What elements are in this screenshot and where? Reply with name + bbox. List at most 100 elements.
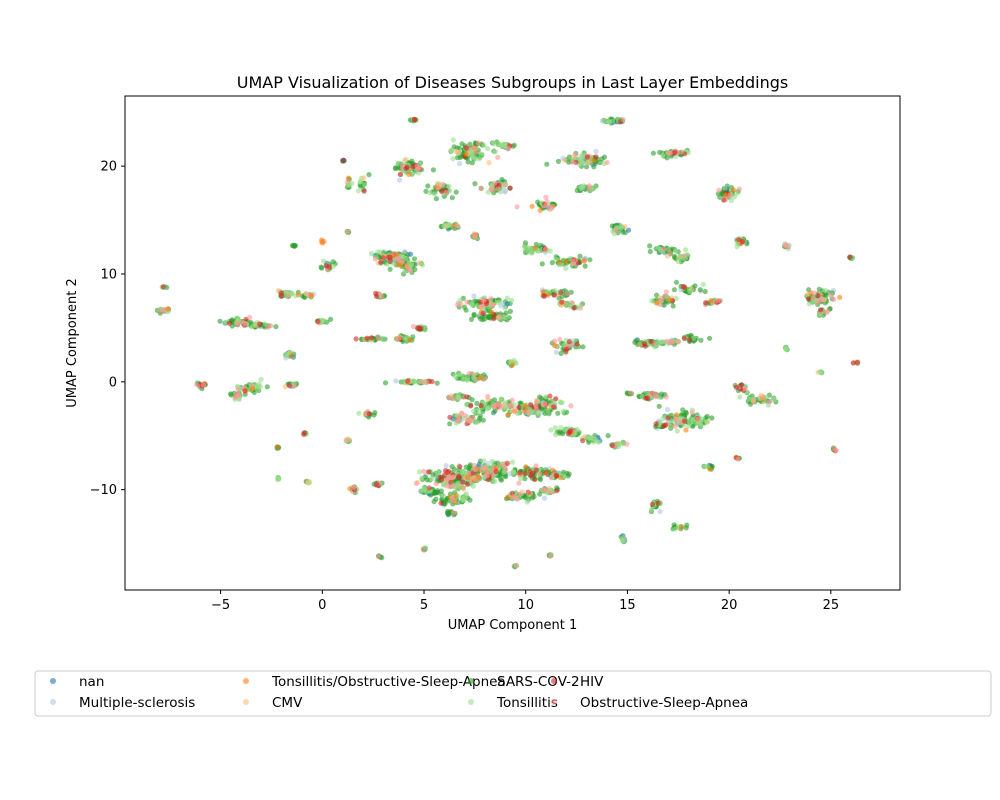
scatter-point	[649, 390, 655, 396]
y-tick-label: −10	[90, 483, 117, 498]
scatter-point	[491, 180, 498, 186]
scatter-point	[466, 371, 472, 377]
scatter-point	[695, 416, 701, 423]
scatter-point	[760, 394, 766, 400]
scatter-point	[387, 258, 393, 264]
scatter-point	[521, 408, 527, 414]
scatter-point	[491, 397, 498, 403]
scatter-point	[444, 476, 450, 482]
scatter-point	[450, 483, 456, 489]
scatter-point	[476, 156, 483, 162]
chart-title: UMAP Visualization of Diseases Subgroups…	[237, 73, 788, 92]
scatter-point	[824, 309, 830, 316]
scatter-point	[570, 258, 576, 264]
scatter-point	[593, 148, 599, 154]
scatter-point	[287, 383, 293, 389]
scatter-point	[481, 458, 487, 464]
scatter-point	[242, 320, 248, 327]
scatter-point	[672, 255, 678, 261]
scatter-point	[560, 408, 567, 414]
scatter-point	[374, 482, 380, 488]
scatter-point	[580, 438, 586, 444]
scatter-point	[559, 400, 565, 406]
scatter-point	[470, 483, 476, 489]
scatter-point	[558, 350, 564, 356]
scatter-point	[471, 408, 477, 414]
scatter-point	[434, 380, 440, 386]
scatter-point	[460, 486, 467, 492]
scatter-point	[407, 251, 414, 257]
scatter-point	[194, 382, 200, 388]
scatter-point	[474, 400, 480, 406]
scatter-point	[588, 435, 594, 441]
scatter-point	[667, 250, 673, 256]
scatter-point	[410, 323, 417, 330]
scatter-point	[340, 157, 346, 163]
scatter-point	[492, 149, 498, 155]
scatter-point	[681, 335, 687, 341]
scatter-point	[477, 413, 483, 419]
scatter-point	[499, 176, 505, 183]
scatter-point	[503, 466, 509, 473]
scatter-point	[548, 427, 554, 433]
scatter-point	[548, 490, 554, 496]
scatter-point	[429, 476, 435, 482]
scatter-point	[728, 192, 734, 198]
scatter-point	[514, 204, 520, 210]
scatter-point	[539, 261, 545, 267]
scatter-point	[751, 397, 757, 403]
scatter-point	[497, 403, 503, 409]
scatter-point	[474, 419, 480, 425]
scatter-point	[548, 474, 555, 480]
scatter-point	[703, 300, 709, 306]
scatter-point	[364, 335, 370, 341]
scatter-point	[722, 192, 729, 198]
scatter-point	[533, 467, 539, 473]
scatter-point	[330, 263, 336, 269]
scatter-point	[811, 290, 818, 296]
scatter-point	[411, 378, 417, 384]
scatter-point	[648, 338, 654, 345]
scatter-point	[393, 251, 399, 257]
scatter-point	[568, 403, 574, 409]
scatter-point	[373, 293, 380, 299]
scatter-point	[301, 431, 307, 437]
scatter-point	[678, 149, 684, 155]
scatter-point	[393, 256, 399, 262]
scatter-point	[537, 471, 543, 477]
scatter-point	[441, 223, 447, 229]
scatter-point	[850, 360, 856, 366]
scatter-point	[425, 183, 431, 189]
scatter-point	[715, 297, 721, 303]
scatter-point	[559, 299, 565, 305]
scatter-point	[469, 160, 475, 166]
scatter-point	[593, 438, 600, 444]
scatter-point	[517, 470, 523, 476]
scatter-point	[502, 305, 508, 311]
scatter-point	[303, 291, 309, 297]
scatter-point	[605, 433, 611, 439]
legend-label: CMV	[272, 695, 303, 711]
scatter-point	[408, 263, 415, 269]
scatter-point	[609, 442, 615, 449]
scatter-point	[551, 404, 557, 410]
scatter-point	[475, 140, 481, 146]
scatter-point	[461, 374, 467, 380]
scatter-point	[478, 316, 484, 322]
scatter-point	[613, 227, 619, 233]
scatter-point	[564, 291, 571, 297]
scatter-point	[736, 186, 742, 192]
scatter-point	[657, 508, 663, 515]
scatter-point	[257, 321, 263, 327]
scatter-point	[486, 404, 492, 410]
scatter-point	[404, 164, 410, 170]
scatter-point	[545, 408, 551, 414]
scatter-point	[644, 395, 651, 401]
scatter-point	[503, 399, 509, 406]
scatter-point	[403, 156, 409, 163]
scatter-point	[735, 456, 741, 462]
scatter-point	[820, 297, 826, 303]
scatter-point	[285, 292, 291, 298]
scatter-point	[553, 349, 559, 355]
